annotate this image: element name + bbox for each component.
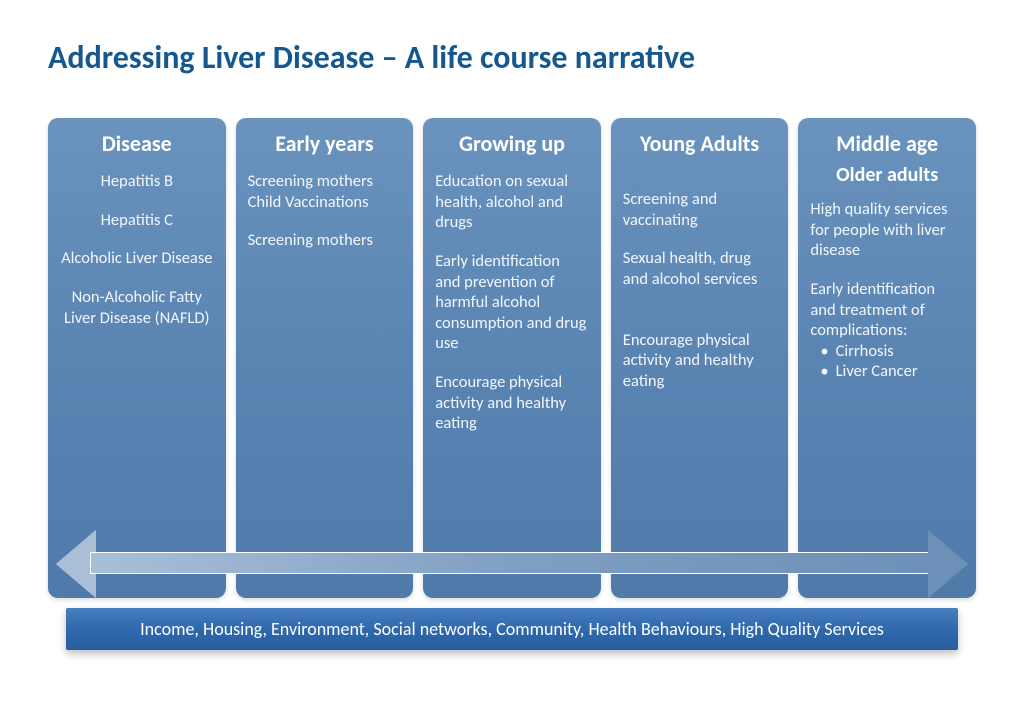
bullet-item: Liver Cancer — [820, 361, 964, 382]
column-body: High quality services for people with li… — [810, 199, 964, 400]
bullet-list: Cirrhosis Liver Cancer — [810, 341, 964, 382]
column-header: Middle age — [810, 130, 964, 157]
column-early-years: Early years Screening mothers Child Vacc… — [236, 118, 414, 598]
column-young-adults: Young Adults Screening and vaccinating S… — [611, 118, 789, 598]
list-item: Non-Alcoholic Fatty Liver Disease (NAFLD… — [60, 287, 214, 328]
list-item-text: Early identification and treatment of co… — [810, 279, 935, 340]
column-body: Screening and vaccinating Sexual health,… — [623, 171, 777, 409]
column-header: Growing up — [435, 130, 589, 157]
column-subheader: Older adults — [810, 163, 964, 187]
list-item: Hepatitis C — [60, 210, 214, 231]
list-item: Screening and vaccinating — [623, 189, 777, 230]
list-item: High quality services for people with li… — [810, 199, 964, 261]
column-header: Early years — [248, 130, 402, 157]
list-item: Education on sexual health, alcohol and … — [435, 171, 589, 233]
list-item: Screening mothers — [248, 230, 402, 251]
list-item: Screening mothers Child Vaccinations — [248, 171, 402, 212]
column-growing-up: Growing up Education on sexual health, a… — [423, 118, 601, 598]
list-item: Sexual health, drug and alcohol services — [623, 248, 777, 289]
list-item: Alcoholic Liver Disease — [60, 248, 214, 269]
bullet-item: Cirrhosis — [820, 341, 964, 362]
list-item: Encourage physical activity and healthy … — [623, 330, 777, 392]
footer-bar: Income, Housing, Environment, Social net… — [66, 608, 958, 650]
columns-container: Disease Hepatitis B Hepatitis C Alcoholi… — [48, 118, 976, 598]
column-disease: Disease Hepatitis B Hepatitis C Alcoholi… — [48, 118, 226, 598]
column-body: Hepatitis B Hepatitis C Alcoholic Liver … — [60, 171, 214, 346]
column-middle-older: Middle age Older adults High quality ser… — [798, 118, 976, 598]
list-item: Early identification and treatment of co… — [810, 279, 964, 382]
list-item: Hepatitis B — [60, 171, 214, 192]
page-title: Addressing Liver Disease – A life course… — [48, 38, 695, 77]
column-body: Screening mothers Child Vaccinations Scr… — [248, 171, 402, 269]
column-body: Education on sexual health, alcohol and … — [435, 171, 589, 452]
list-item: Early identification and prevention of h… — [435, 251, 589, 354]
column-header: Young Adults — [623, 130, 777, 157]
column-header: Disease — [60, 130, 214, 157]
list-item: Encourage physical activity and healthy … — [435, 372, 589, 434]
